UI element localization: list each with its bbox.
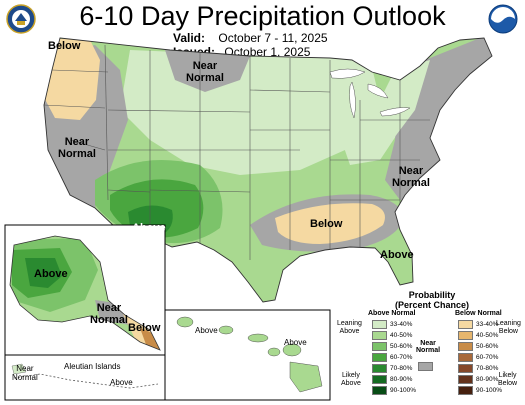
map-title: 6-10 Day Precipitation Outlook — [79, 1, 446, 31]
legend-above-range: 60-70% — [390, 354, 413, 361]
legend-above-row: 70-80% — [372, 364, 412, 373]
legend-near-header: Near Normal — [416, 340, 441, 354]
legend-above-range: 40-50% — [390, 332, 413, 339]
legend-below-swatch — [458, 320, 473, 329]
valid-dates: October 7 - 11, 2025 — [218, 31, 328, 45]
legend-above-range: 50-60% — [390, 343, 413, 350]
legend-below-swatch — [458, 331, 473, 340]
label-ak-below: Below — [128, 322, 161, 334]
label-aleutian: Aleutian Islands — [64, 362, 121, 371]
noaa-logo — [488, 4, 518, 34]
legend-near-swatch — [418, 362, 433, 371]
legend-below-row: 33-40% — [458, 320, 498, 329]
legend-below-row: 50-60% — [458, 342, 498, 351]
legend-below-row: 40-50% — [458, 331, 498, 340]
label-nw-below: Below — [48, 40, 81, 52]
legend-below-swatch — [458, 375, 473, 384]
legend-below-row: 90-100% — [458, 386, 502, 395]
label-west-near: Near Normal — [58, 136, 96, 160]
legend-below-range: 50-60% — [476, 343, 499, 350]
label-se-below: Below — [310, 218, 343, 230]
legend-below-row: 80-90% — [458, 375, 498, 384]
label-hi-above2: Above — [284, 338, 307, 347]
legend-above-range: 80-90% — [390, 376, 413, 383]
label-east-near: Near Normal — [392, 165, 430, 189]
legend-above-header: Above Normal — [368, 310, 416, 317]
alaska-inset — [4, 224, 166, 356]
legend-below-range: 90-100% — [476, 387, 503, 394]
doc-seal-logo — [6, 4, 36, 34]
legend-leaning-below: Leaning Below — [496, 320, 521, 335]
legend-leaning-above: Leaning Above — [337, 320, 362, 335]
label-central-near: Near Normal — [186, 60, 224, 84]
label-ak-above2: Above — [110, 378, 133, 387]
legend-below-range: 80-90% — [476, 376, 499, 383]
legend-above-range: 33-40% — [390, 321, 413, 328]
legend-above-range: 70-80% — [390, 365, 413, 372]
legend-above-swatch — [372, 331, 387, 340]
aleutian-inset — [4, 354, 166, 401]
legend-above-row: 60-70% — [372, 353, 412, 362]
legend-above-swatch — [372, 342, 387, 351]
legend-below-row: 70-80% — [458, 364, 498, 373]
legend-title: Probability (Percent Chance) — [394, 290, 470, 310]
label-hi-above1: Above — [195, 326, 218, 335]
legend-below-swatch — [458, 364, 473, 373]
legend-above-swatch — [372, 353, 387, 362]
legend-below-range: 60-70% — [476, 354, 499, 361]
legend-below-row: 60-70% — [458, 353, 498, 362]
label-ak-near2: Near Normal — [12, 364, 38, 382]
legend-below-swatch — [458, 386, 473, 395]
valid-line: Valid: October 7 - 11, 2025 — [173, 31, 328, 45]
legend-above-swatch — [372, 320, 387, 329]
legend-likely-below: Likely Below — [498, 372, 518, 387]
legend-above-row: 80-90% — [372, 375, 412, 384]
label-ak-above: Above — [34, 268, 68, 280]
legend-below-swatch — [458, 342, 473, 351]
label-sw-above: Above — [132, 222, 166, 234]
legend-below-range: 33-40% — [476, 321, 499, 328]
valid-label: Valid: — [173, 31, 206, 45]
legend-below-range: 70-80% — [476, 365, 499, 372]
legend-above-row: 33-40% — [372, 320, 412, 329]
legend-likely-above: Likely Above — [341, 372, 361, 387]
legend-above-swatch — [372, 386, 387, 395]
label-fl-above: Above — [380, 249, 414, 261]
legend-above-row: 90-100% — [372, 386, 416, 395]
legend-above-row: 40-50% — [372, 331, 412, 340]
legend-above-range: 90-100% — [390, 387, 417, 394]
hawaii-inset — [164, 309, 331, 401]
legend-below-range: 40-50% — [476, 332, 499, 339]
legend-below-swatch — [458, 353, 473, 362]
legend-below-header: Below Normal — [455, 310, 502, 317]
label-ak-near: Near Normal — [90, 302, 128, 326]
legend-above-row: 50-60% — [372, 342, 412, 351]
legend-above-swatch — [372, 364, 387, 373]
legend-above-swatch — [372, 375, 387, 384]
